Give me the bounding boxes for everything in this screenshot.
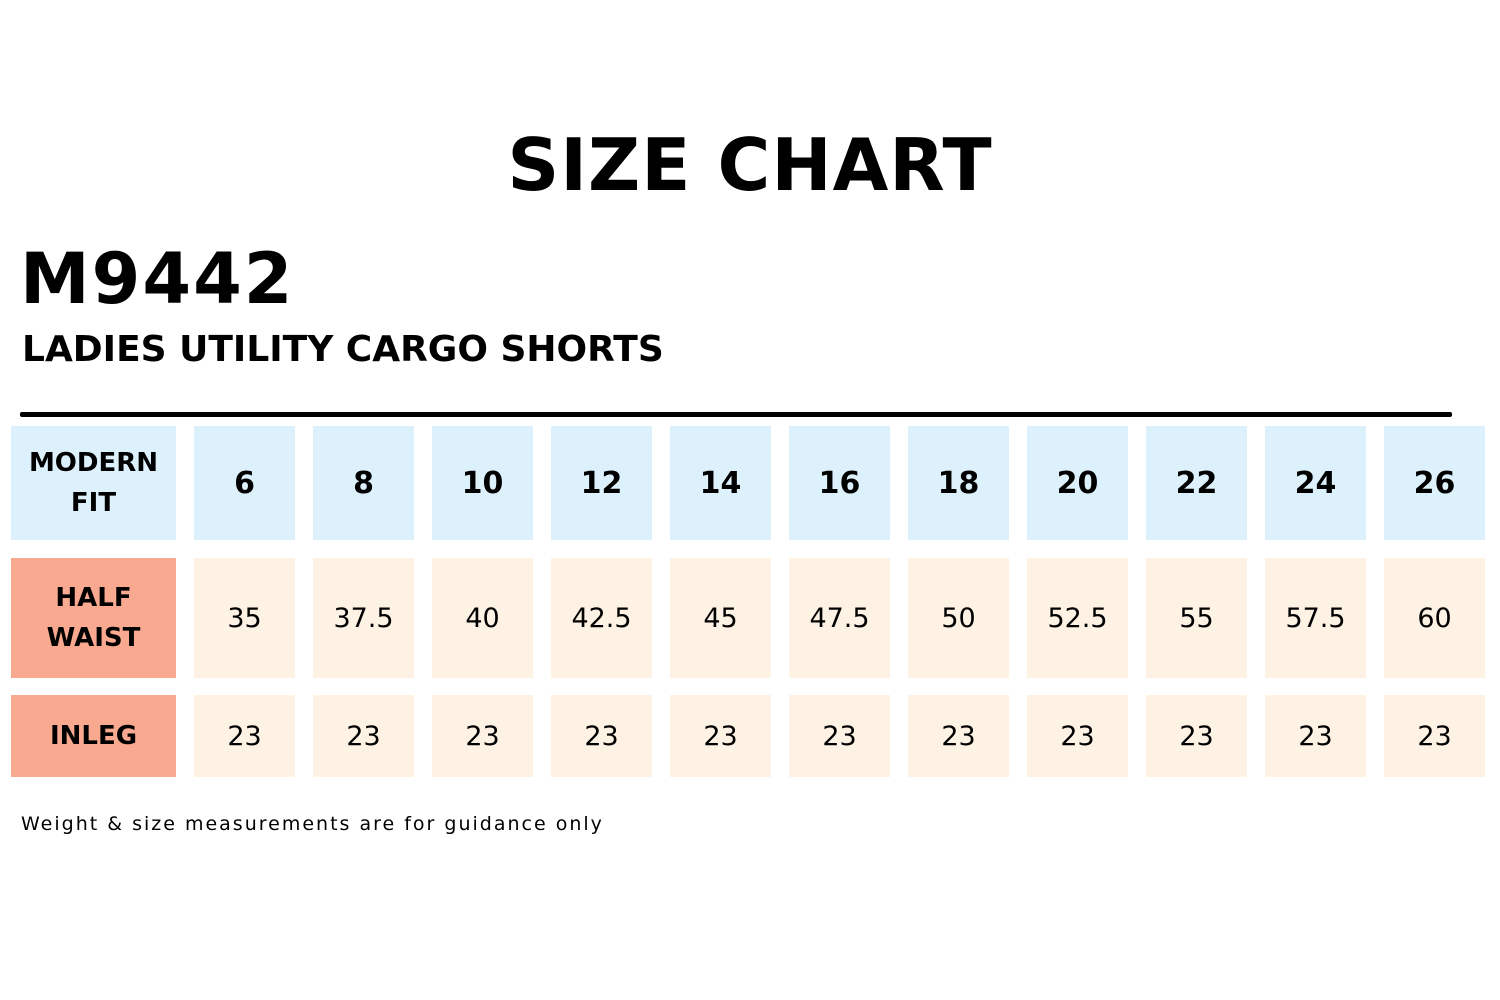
inleg-value-size-6: 23 bbox=[194, 695, 295, 777]
size-header-10-text: 10 bbox=[461, 465, 504, 501]
size-header-24-text: 24 bbox=[1294, 465, 1337, 501]
inleg-value-size-22: 23 bbox=[1146, 695, 1247, 777]
half-waist-value-size-20-text: 52.5 bbox=[1047, 602, 1108, 634]
size-header-12-text: 12 bbox=[580, 465, 623, 501]
inleg-value-size-10-text: 23 bbox=[465, 720, 500, 752]
half-waist-value-size-22: 55 bbox=[1146, 558, 1247, 678]
half-waist-value-size-26-text: 60 bbox=[1417, 602, 1452, 634]
size-header-26: 26 bbox=[1384, 426, 1485, 540]
half-waist-value-size-26: 60 bbox=[1384, 558, 1485, 678]
half-waist-value-size-10-text: 40 bbox=[465, 602, 500, 634]
size-header-6-text: 6 bbox=[234, 465, 255, 501]
size-header-10: 10 bbox=[432, 426, 533, 540]
half-waist-value-size-24: 57.5 bbox=[1265, 558, 1366, 678]
half-waist-value-size-20: 52.5 bbox=[1027, 558, 1128, 678]
inleg-value-size-24-text: 23 bbox=[1298, 720, 1333, 752]
inleg-value-size-26-text: 23 bbox=[1417, 720, 1452, 752]
size-header-14: 14 bbox=[670, 426, 771, 540]
half-waist-value-size-14: 45 bbox=[670, 558, 771, 678]
inleg-value-size-18-text: 23 bbox=[941, 720, 976, 752]
half-waist-value-size-24-text: 57.5 bbox=[1285, 602, 1346, 634]
half-waist-value-size-6: 35 bbox=[194, 558, 295, 678]
inleg-value-size-12: 23 bbox=[551, 695, 652, 777]
half-waist-value-size-14-text: 45 bbox=[703, 602, 738, 634]
row-label-inleg: INLEG bbox=[11, 695, 176, 777]
inleg-value-size-10: 23 bbox=[432, 695, 533, 777]
size-header-14-text: 14 bbox=[699, 465, 742, 501]
row-label-half-waist-text: HALF WAIST bbox=[46, 583, 141, 653]
half-waist-value-size-8: 37.5 bbox=[313, 558, 414, 678]
half-waist-value-size-16: 47.5 bbox=[789, 558, 890, 678]
size-header-8-text: 8 bbox=[353, 465, 374, 501]
size-header-20: 20 bbox=[1027, 426, 1128, 540]
half-waist-value-size-6-text: 35 bbox=[227, 602, 262, 634]
half-waist-value-size-22-text: 55 bbox=[1179, 602, 1214, 634]
header-corner-cell: MODERN FIT bbox=[11, 426, 176, 540]
inleg-value-size-24: 23 bbox=[1265, 695, 1366, 777]
half-waist-value-size-16-text: 47.5 bbox=[809, 602, 870, 634]
inleg-value-size-14: 23 bbox=[670, 695, 771, 777]
inleg-value-size-6-text: 23 bbox=[227, 720, 262, 752]
size-header-16: 16 bbox=[789, 426, 890, 540]
size-header-18: 18 bbox=[908, 426, 1009, 540]
half-waist-value-size-10: 40 bbox=[432, 558, 533, 678]
half-waist-value-size-8-text: 37.5 bbox=[333, 602, 394, 634]
size-header-18-text: 18 bbox=[937, 465, 980, 501]
inleg-value-size-8: 23 bbox=[313, 695, 414, 777]
page-title: SIZE CHART bbox=[507, 123, 993, 207]
header-corner-cell-text: MODERN FIT bbox=[28, 448, 159, 518]
product-name: LADIES UTILITY CARGO SHORTS bbox=[22, 329, 664, 370]
size-header-8: 8 bbox=[313, 426, 414, 540]
guidance-footnote: Weight & size measurements are for guida… bbox=[21, 813, 604, 835]
size-header-16-text: 16 bbox=[818, 465, 861, 501]
size-header-20-text: 20 bbox=[1056, 465, 1099, 501]
half-waist-value-size-12: 42.5 bbox=[551, 558, 652, 678]
half-waist-value-size-18: 50 bbox=[908, 558, 1009, 678]
inleg-value-size-12-text: 23 bbox=[584, 720, 619, 752]
size-header-6: 6 bbox=[194, 426, 295, 540]
product-code: M9442 bbox=[20, 238, 295, 320]
row-label-inleg-text: INLEG bbox=[49, 721, 138, 751]
size-header-26-text: 26 bbox=[1413, 465, 1456, 501]
inleg-value-size-16: 23 bbox=[789, 695, 890, 777]
inleg-value-size-26: 23 bbox=[1384, 695, 1485, 777]
title-divider bbox=[20, 412, 1452, 417]
size-header-22-text: 22 bbox=[1175, 465, 1218, 501]
half-waist-value-size-12-text: 42.5 bbox=[571, 602, 632, 634]
size-header-24: 24 bbox=[1265, 426, 1366, 540]
inleg-value-size-14-text: 23 bbox=[703, 720, 738, 752]
size-header-12: 12 bbox=[551, 426, 652, 540]
inleg-value-size-22-text: 23 bbox=[1179, 720, 1214, 752]
half-waist-value-size-18-text: 50 bbox=[941, 602, 976, 634]
inleg-value-size-8-text: 23 bbox=[346, 720, 381, 752]
inleg-value-size-20: 23 bbox=[1027, 695, 1128, 777]
inleg-value-size-20-text: 23 bbox=[1060, 720, 1095, 752]
inleg-value-size-16-text: 23 bbox=[822, 720, 857, 752]
size-header-22: 22 bbox=[1146, 426, 1247, 540]
row-label-half-waist: HALF WAIST bbox=[11, 558, 176, 678]
inleg-value-size-18: 23 bbox=[908, 695, 1009, 777]
